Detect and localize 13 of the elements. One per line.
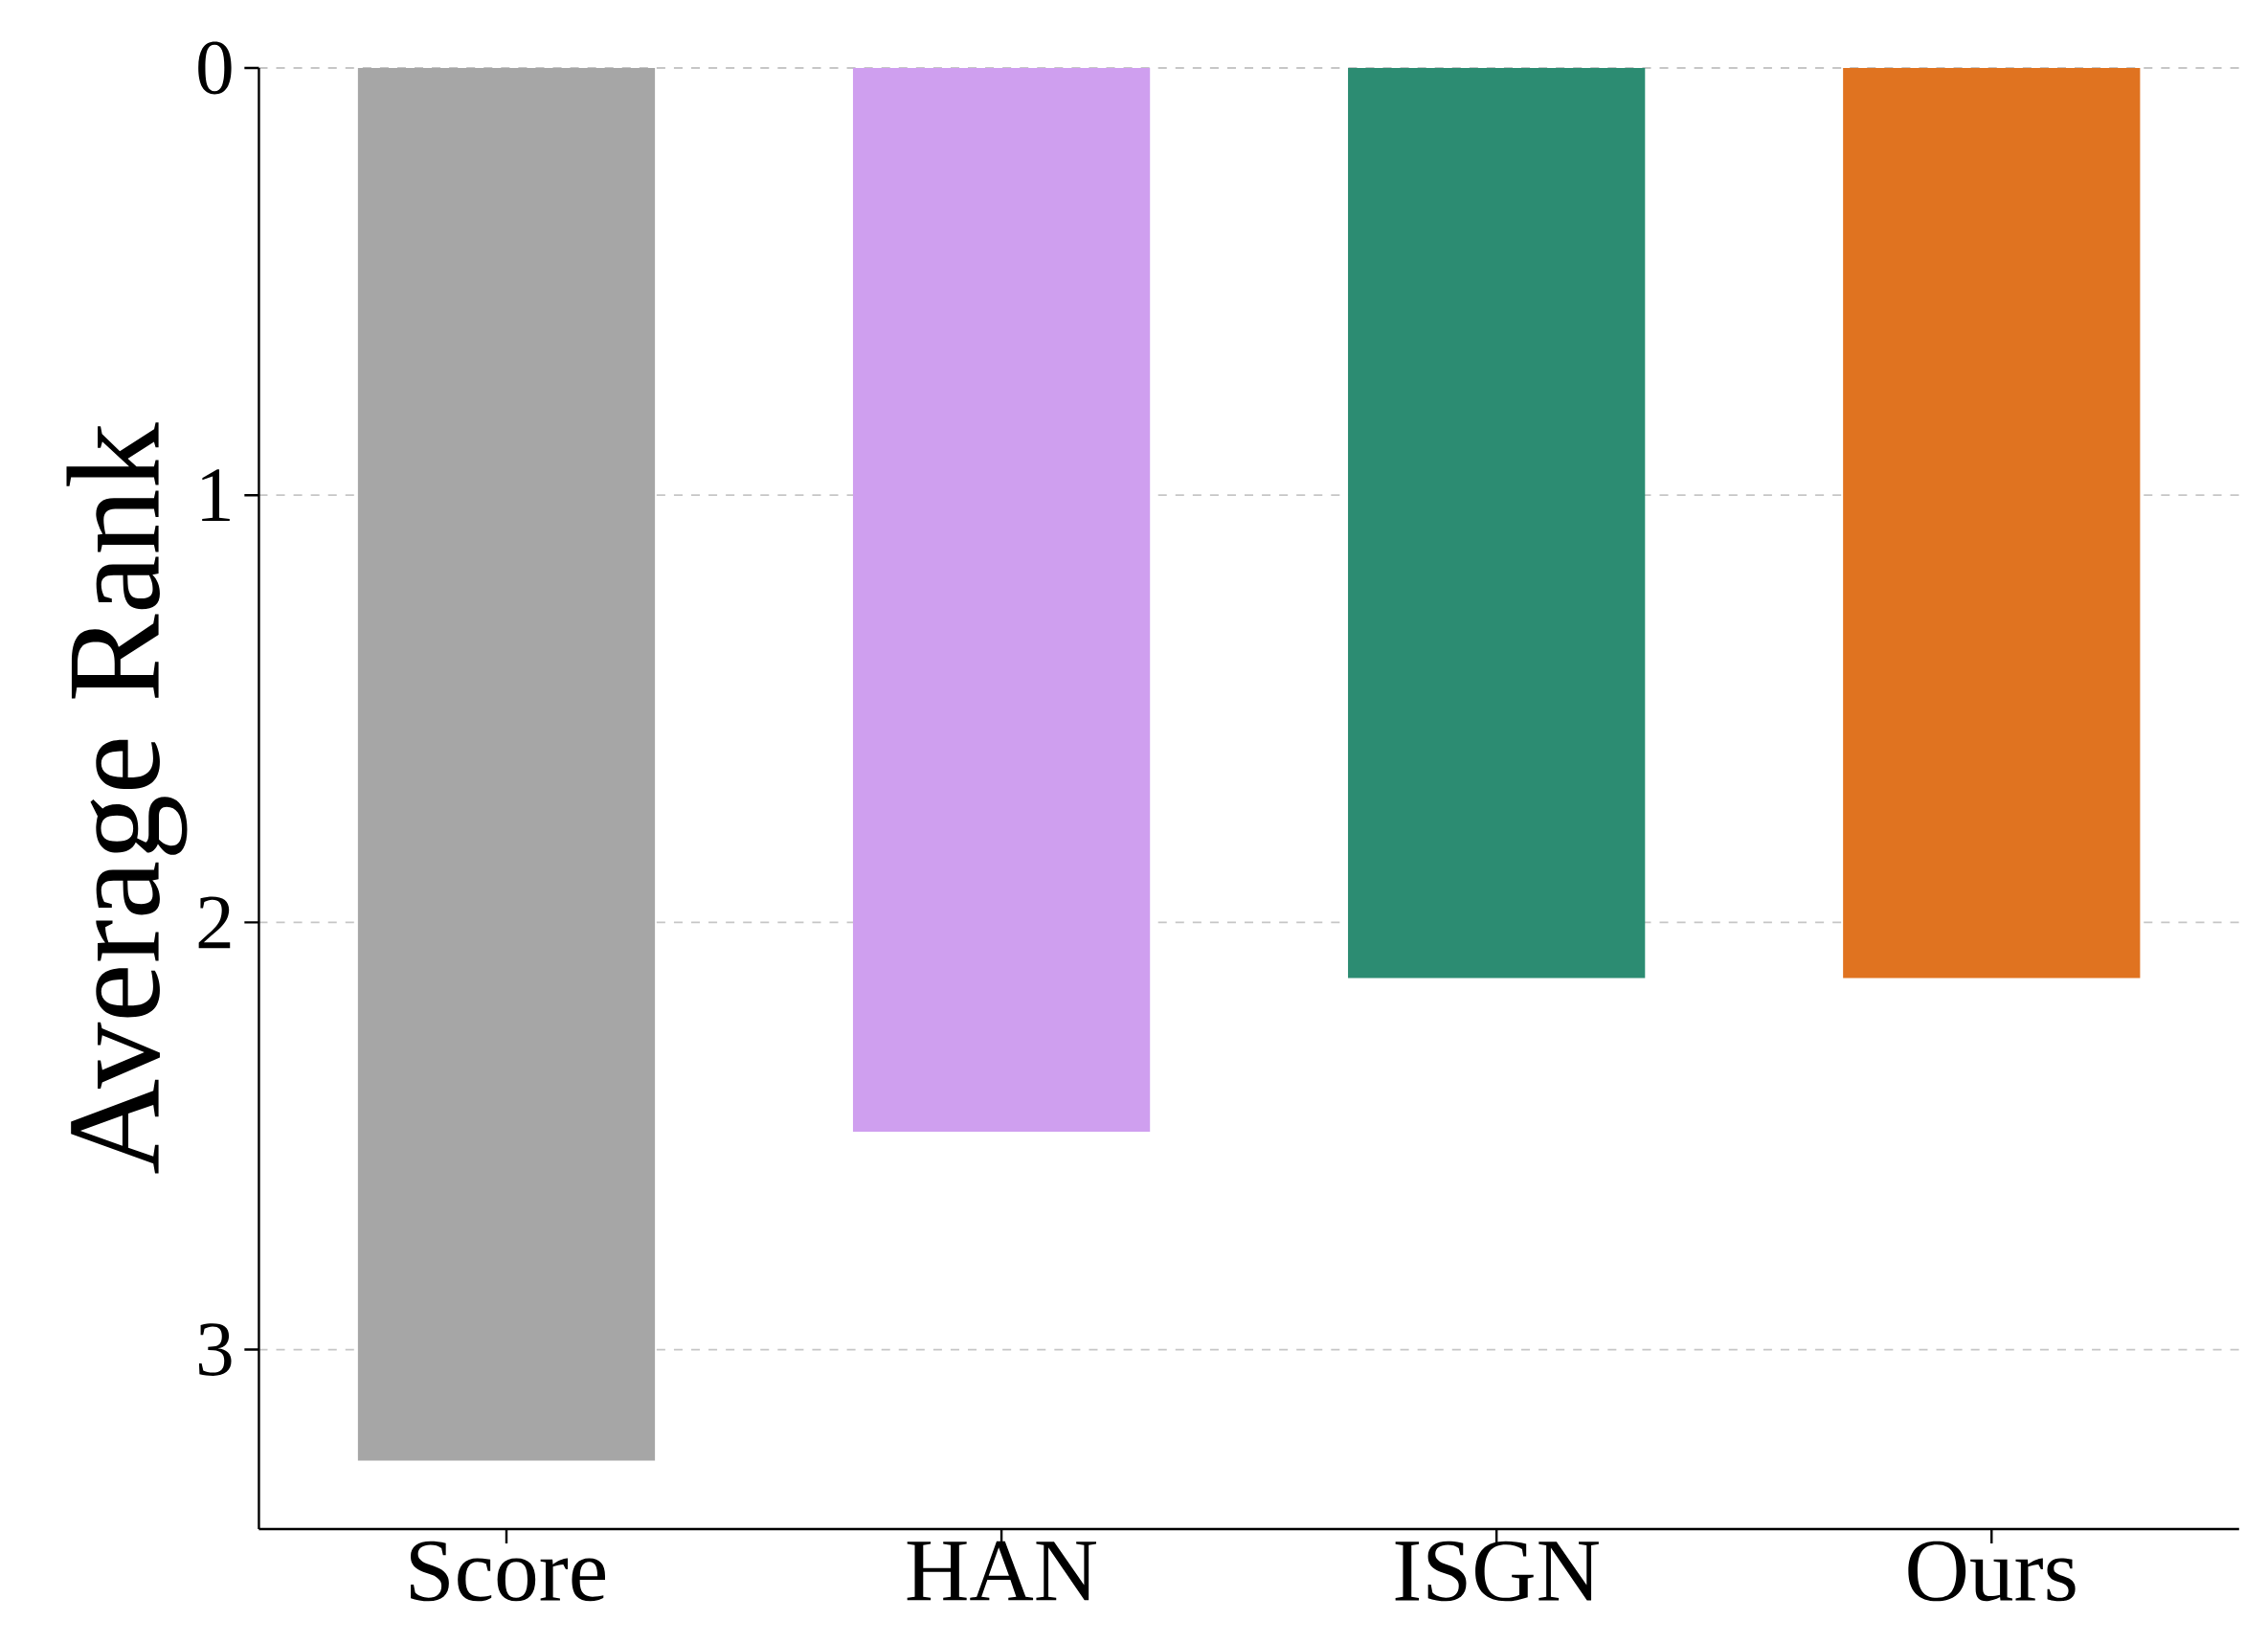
y-tick-label: 3 (198, 1323, 232, 1376)
x-tick-label: ISGN (1395, 1541, 1599, 1602)
x-tick-label: Score (410, 1541, 606, 1602)
bar (1348, 67, 1646, 979)
bar (852, 67, 1151, 1132)
x-tick-label: HAN (907, 1541, 1096, 1601)
bar (357, 67, 656, 1461)
bar (1843, 67, 2141, 979)
y-axis-title: Average Rank (66, 422, 188, 1174)
y-tick-label: 1 (202, 469, 230, 521)
y-tick-label: 0 (198, 41, 232, 95)
y-tick-label: 2 (198, 896, 231, 949)
x-tick-label: Ours (1908, 1541, 2076, 1602)
